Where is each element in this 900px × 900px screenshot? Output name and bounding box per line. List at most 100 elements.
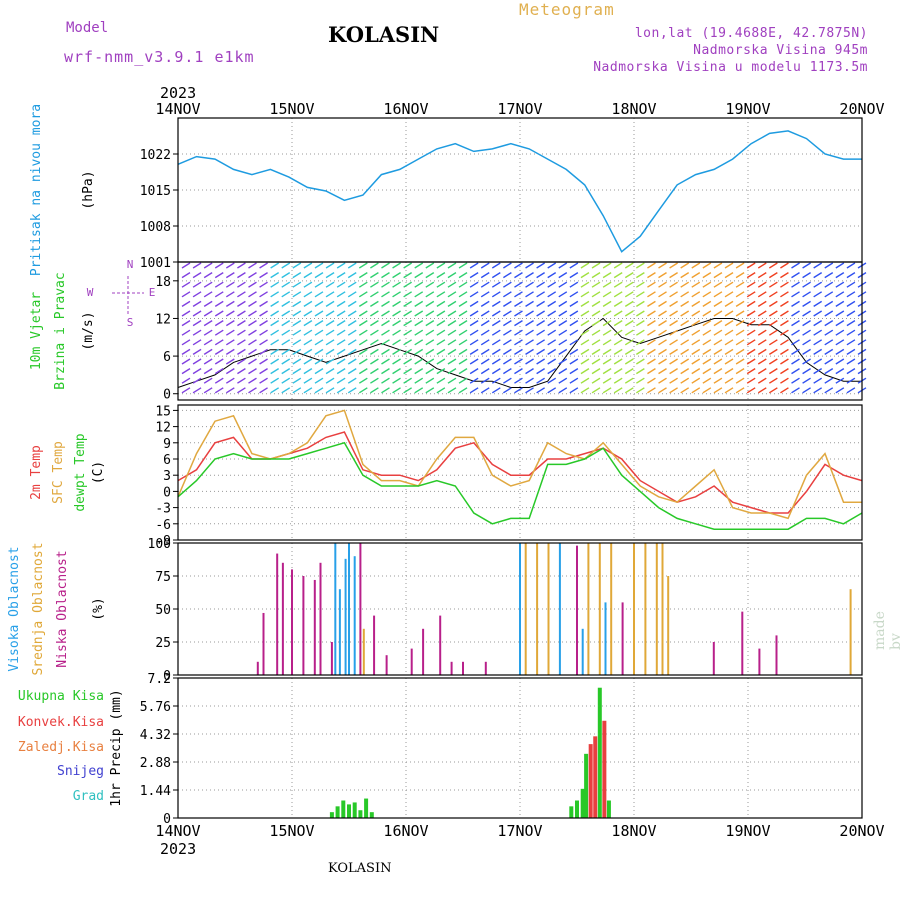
wind-barb bbox=[259, 387, 268, 394]
wind-barb bbox=[370, 339, 379, 346]
bar bbox=[758, 648, 761, 675]
wind-barb bbox=[491, 387, 501, 394]
bar bbox=[633, 543, 635, 675]
y-tick-label: 0 bbox=[163, 669, 171, 684]
wind-barb bbox=[580, 310, 590, 317]
wind-barb bbox=[602, 291, 612, 298]
wind-barb bbox=[458, 368, 468, 375]
wind-barb bbox=[292, 281, 302, 288]
wind-barb bbox=[314, 377, 324, 384]
wind-barb bbox=[824, 329, 834, 336]
wind-barb bbox=[436, 320, 446, 327]
wind-barb bbox=[547, 358, 557, 365]
wind-barb bbox=[259, 358, 268, 365]
wind-barb bbox=[325, 358, 335, 365]
wind-barb bbox=[846, 387, 856, 394]
x-tick-label-top: 20NOV bbox=[839, 100, 884, 118]
wind-barb bbox=[436, 262, 446, 269]
wind-barb bbox=[514, 281, 523, 288]
altitude-label: Nadmorska Visina 945m bbox=[693, 43, 868, 58]
wind-barb bbox=[846, 281, 856, 288]
wind-barb bbox=[447, 320, 457, 327]
wind-barb bbox=[591, 339, 601, 346]
wind-barb bbox=[192, 339, 202, 346]
y-axis-label: 2m Temp bbox=[29, 445, 44, 500]
wind-barb bbox=[724, 387, 734, 394]
wind-barb bbox=[680, 310, 690, 317]
wind-barb bbox=[370, 320, 379, 327]
wind-barb bbox=[835, 348, 845, 355]
bar bbox=[547, 543, 550, 675]
wind-barb bbox=[469, 348, 479, 355]
wind-barb bbox=[768, 272, 778, 279]
wind-barb bbox=[181, 339, 191, 346]
wind-barb bbox=[591, 348, 601, 355]
wind-barb bbox=[846, 358, 856, 365]
wind-barb bbox=[569, 291, 579, 298]
wind-barb bbox=[647, 387, 656, 394]
wind-barb bbox=[635, 291, 645, 298]
wind-barb bbox=[813, 339, 823, 346]
wind-barb bbox=[414, 300, 424, 307]
wind-barb bbox=[591, 310, 601, 317]
wind-barb bbox=[580, 368, 590, 375]
wind-barb bbox=[314, 291, 324, 298]
wind-barb bbox=[192, 272, 202, 279]
wind-barb bbox=[436, 387, 446, 394]
wind-barb bbox=[702, 348, 712, 355]
wind-barb bbox=[669, 310, 678, 317]
wind-barb bbox=[514, 291, 523, 298]
wind-barb bbox=[802, 358, 811, 365]
wind-barb bbox=[780, 387, 789, 394]
wind-barb bbox=[381, 358, 390, 365]
wind-barb bbox=[237, 358, 246, 365]
wind-barb bbox=[680, 358, 690, 365]
wind-barb bbox=[292, 358, 302, 365]
wind-barb bbox=[558, 281, 568, 288]
wind-barb bbox=[768, 368, 778, 375]
compass-label: S bbox=[127, 316, 134, 329]
wind-barb bbox=[525, 310, 534, 317]
wind-barb bbox=[292, 291, 302, 298]
wind-barb bbox=[458, 291, 468, 298]
wind-barb bbox=[358, 272, 368, 279]
wind-barb bbox=[469, 320, 479, 327]
wind-barb bbox=[624, 262, 634, 269]
wind-barb bbox=[791, 368, 800, 375]
wind-barb bbox=[281, 272, 291, 279]
bar bbox=[439, 615, 442, 675]
bar bbox=[610, 543, 613, 675]
compass-label: N bbox=[127, 258, 134, 271]
wind-barb bbox=[824, 262, 834, 269]
wind-barb bbox=[536, 358, 545, 365]
wind-barb bbox=[414, 368, 424, 375]
y-axis-label: (m/s) bbox=[81, 311, 96, 350]
wind-barb bbox=[691, 329, 701, 336]
wind-barb bbox=[691, 272, 701, 279]
labels-layer: Pritisak na nivou mora (hPa) 10m Vjetar Brz… bbox=[7, 100, 885, 840]
wind-barb bbox=[691, 281, 701, 288]
wind-barb bbox=[491, 329, 501, 336]
wind-barb bbox=[635, 339, 645, 346]
wind-barb bbox=[303, 387, 313, 394]
y-tick-label: 0 bbox=[163, 388, 171, 403]
wind-barb bbox=[491, 262, 501, 269]
y-axis-label: Visoka Oblacnost bbox=[7, 546, 22, 671]
wind-barb bbox=[569, 348, 579, 355]
wind-barb bbox=[746, 339, 756, 346]
wind-barb bbox=[381, 320, 390, 327]
wind-barb bbox=[824, 281, 834, 288]
wind-barb bbox=[802, 377, 811, 384]
wind-barb bbox=[480, 300, 490, 307]
wind-barb bbox=[270, 272, 280, 279]
y-tick-label: 7.2 bbox=[148, 672, 171, 687]
wind-barb bbox=[802, 310, 811, 317]
wind-barb bbox=[647, 339, 656, 346]
wind-barb bbox=[835, 310, 845, 317]
wind-barb bbox=[425, 300, 435, 307]
wind-barb bbox=[691, 358, 701, 365]
y-tick-label: 1008 bbox=[140, 220, 171, 235]
wind-barb bbox=[292, 339, 302, 346]
wind-barb bbox=[691, 368, 701, 375]
wind-barb bbox=[791, 329, 800, 336]
